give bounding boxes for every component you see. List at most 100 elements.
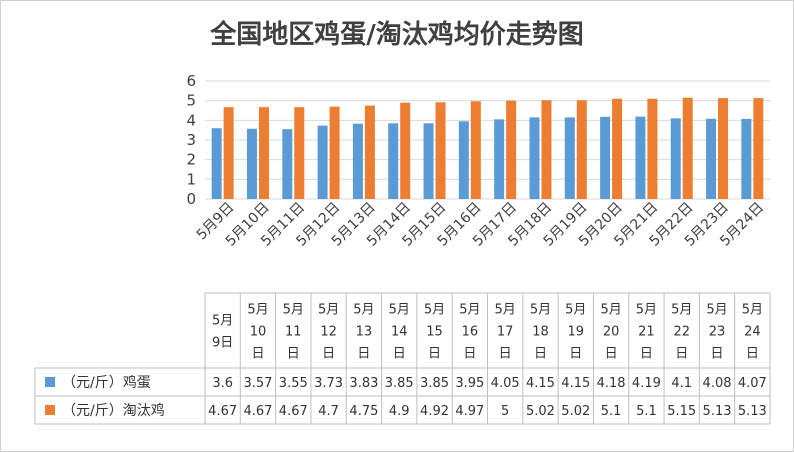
table-header-cell: 5月 xyxy=(353,303,374,318)
bar-culled-hen xyxy=(576,100,587,199)
table-value-cell: 3.95 xyxy=(455,376,484,391)
bar-culled-hen xyxy=(364,105,375,199)
y-tick-label: 0 xyxy=(186,190,196,208)
table-value-cell: 4.15 xyxy=(526,376,555,391)
bar-egg xyxy=(635,116,646,199)
table-header-cell: 12 xyxy=(320,325,337,340)
table-value-cell: 5.15 xyxy=(667,404,696,419)
bar-culled-hen xyxy=(506,100,517,199)
table-value-cell: 3.85 xyxy=(420,376,449,391)
table-header-cell: 9日 xyxy=(212,336,233,351)
table-header-cell: 22 xyxy=(673,325,690,340)
table-header-cell: 日 xyxy=(499,347,512,362)
bar-egg xyxy=(529,117,540,199)
table-value-cell: 5 xyxy=(501,404,509,419)
y-tick-label: 3 xyxy=(186,131,196,149)
table-header-cell: 11 xyxy=(285,325,302,340)
table-header-cell: 13 xyxy=(356,325,373,340)
table-header-cell: 5月 xyxy=(706,303,727,318)
table-header-cell: 24 xyxy=(744,325,761,340)
y-tick-label: 4 xyxy=(186,111,196,129)
table-header-cell: 5月 xyxy=(247,303,268,318)
table-header-cell: 日 xyxy=(746,347,759,362)
bar-egg xyxy=(670,118,681,199)
table-header-cell: 日 xyxy=(463,347,476,362)
table-value-cell: 4.05 xyxy=(491,376,520,391)
table-value-cell: 3.55 xyxy=(279,376,308,391)
bar-egg xyxy=(741,118,752,199)
table-header-cell: 23 xyxy=(709,325,726,340)
bar-egg xyxy=(706,118,717,199)
bar-culled-hen xyxy=(612,98,623,199)
table-header-cell: 5月 xyxy=(636,303,657,318)
table-value-cell: 4.1 xyxy=(671,376,692,391)
table-header-cell: 日 xyxy=(675,347,688,362)
table-header-cell: 5月 xyxy=(318,303,339,318)
table-value-cell: 5.02 xyxy=(561,404,590,419)
bar-egg xyxy=(458,121,469,199)
table-value-cell: 4.18 xyxy=(597,376,626,391)
bar-egg xyxy=(423,123,434,199)
bar-egg xyxy=(317,125,328,199)
table-header-cell: 日 xyxy=(640,347,653,362)
bar-culled-hen xyxy=(718,98,729,199)
bar-culled-hen xyxy=(329,106,340,199)
bar-culled-hen xyxy=(682,97,693,199)
table-header-cell: 日 xyxy=(287,347,300,362)
bar-culled-hen xyxy=(647,98,658,199)
table-header-cell: 5月 xyxy=(283,303,304,318)
table-value-cell: 5.13 xyxy=(703,404,732,419)
bar-egg xyxy=(564,117,575,199)
table-value-cell: 4.97 xyxy=(455,404,484,419)
table-header-cell: 20 xyxy=(603,325,620,340)
table-header-cell: 5月 xyxy=(389,303,410,318)
bar-egg xyxy=(600,116,611,199)
table-header-cell: 日 xyxy=(569,347,582,362)
table-header-cell: 15 xyxy=(426,325,443,340)
table-value-cell: 3.83 xyxy=(349,376,378,391)
legend-swatch xyxy=(45,405,55,415)
table-value-cell: 3.6 xyxy=(212,376,233,391)
table-header-cell: 日 xyxy=(605,347,618,362)
table-value-cell: 4.9 xyxy=(389,404,410,419)
bar-egg xyxy=(282,129,293,199)
bar-culled-hen xyxy=(223,107,234,199)
table-value-cell: 4.67 xyxy=(243,404,272,419)
table-header-cell: 日 xyxy=(393,347,406,362)
table-value-cell: 4.67 xyxy=(279,404,308,419)
y-tick-label: 2 xyxy=(186,151,196,169)
table-header-cell: 17 xyxy=(497,325,514,340)
table-header-cell: 5月 xyxy=(424,303,445,318)
legend-label: （元/斤）鸡蛋 xyxy=(62,374,151,391)
table-header-cell: 日 xyxy=(428,347,441,362)
y-tick-label: 5 xyxy=(186,92,196,110)
table-value-cell: 5.1 xyxy=(601,404,622,419)
table-value-cell: 4.15 xyxy=(561,376,590,391)
bar-culled-hen xyxy=(435,102,446,199)
table-header-cell: 14 xyxy=(391,325,408,340)
table-value-cell: 4.75 xyxy=(349,404,378,419)
table-header-cell: 5月 xyxy=(459,303,480,318)
table-header-cell: 日 xyxy=(711,347,724,362)
legend-label: （元/斤）淘汰鸡 xyxy=(62,402,165,419)
table-header-cell: 5月 xyxy=(742,303,763,318)
table-header-cell: 5月 xyxy=(495,303,516,318)
table-header-cell: 5月 xyxy=(530,303,551,318)
table-value-cell: 4.19 xyxy=(632,376,661,391)
table-value-cell: 4.07 xyxy=(738,376,767,391)
bar-culled-hen xyxy=(470,101,481,199)
table-header-cell: 5月 xyxy=(600,303,621,318)
table-value-cell: 3.85 xyxy=(385,376,414,391)
bar-egg xyxy=(388,123,399,199)
table-header-cell: 10 xyxy=(250,325,267,340)
table-header-cell: 19 xyxy=(568,325,585,340)
bar-egg xyxy=(211,128,222,199)
table-value-cell: 5.02 xyxy=(526,404,555,419)
table-value-cell: 5.13 xyxy=(738,404,767,419)
table-header-cell: 5月 xyxy=(212,314,233,329)
table-value-cell: 4.08 xyxy=(703,376,732,391)
bar-culled-hen xyxy=(258,107,269,199)
chart-title: 全国地区鸡蛋/淘汰鸡均价走势图 xyxy=(210,20,584,50)
table-header-cell: 日 xyxy=(251,347,264,362)
